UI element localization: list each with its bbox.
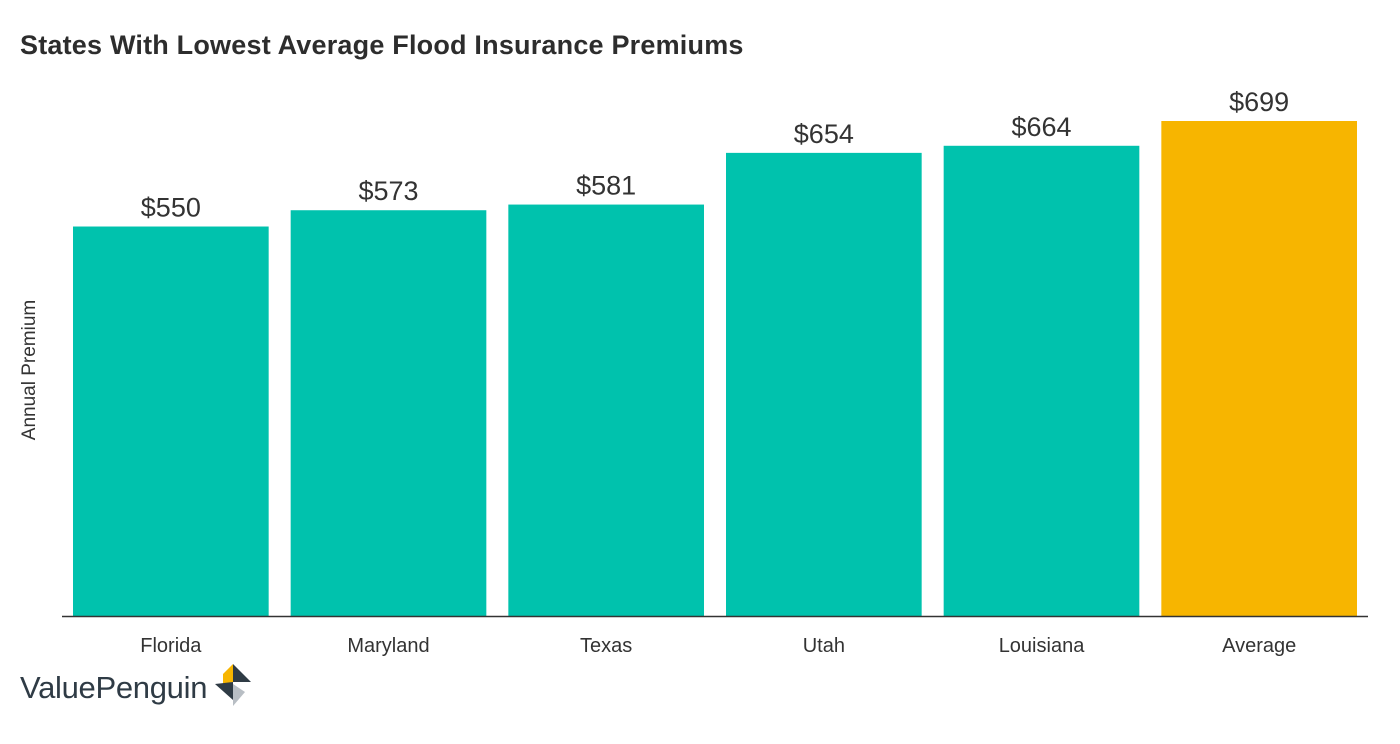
bar-average xyxy=(1161,121,1357,616)
logo-text: ValuePenguin xyxy=(20,670,208,705)
value-label-florida: $550 xyxy=(141,193,201,223)
value-label-utah: $654 xyxy=(794,119,854,149)
value-label-maryland: $573 xyxy=(358,176,418,206)
chart-title: States With Lowest Average Flood Insuran… xyxy=(20,30,744,60)
category-label-utah: Utah xyxy=(803,635,845,657)
category-label-maryland: Maryland xyxy=(347,635,429,657)
category-label-florida: Florida xyxy=(140,635,202,657)
bars-group xyxy=(73,121,1357,617)
category-label-texas: Texas xyxy=(580,635,632,657)
bar-maryland xyxy=(290,210,487,616)
category-label-louisiana: Louisiana xyxy=(999,635,1086,657)
category-labels-group: Florida Maryland Texas Utah Louisiana Average xyxy=(140,635,1296,657)
valuepenguin-logo-icon xyxy=(215,664,252,706)
value-label-texas: $581 xyxy=(576,171,636,201)
brand-logo: ValuePenguin xyxy=(20,664,253,708)
category-label-average: Average xyxy=(1222,635,1296,657)
bar-utah xyxy=(726,152,922,617)
value-label-louisiana: $664 xyxy=(1011,112,1071,142)
bar-texas xyxy=(508,204,704,616)
bar-louisiana xyxy=(943,145,1140,616)
value-labels-group: $550 $573 $581 $654 $664 $699 xyxy=(141,87,1289,223)
bar-florida xyxy=(73,226,269,616)
value-label-average: $699 xyxy=(1229,87,1289,117)
